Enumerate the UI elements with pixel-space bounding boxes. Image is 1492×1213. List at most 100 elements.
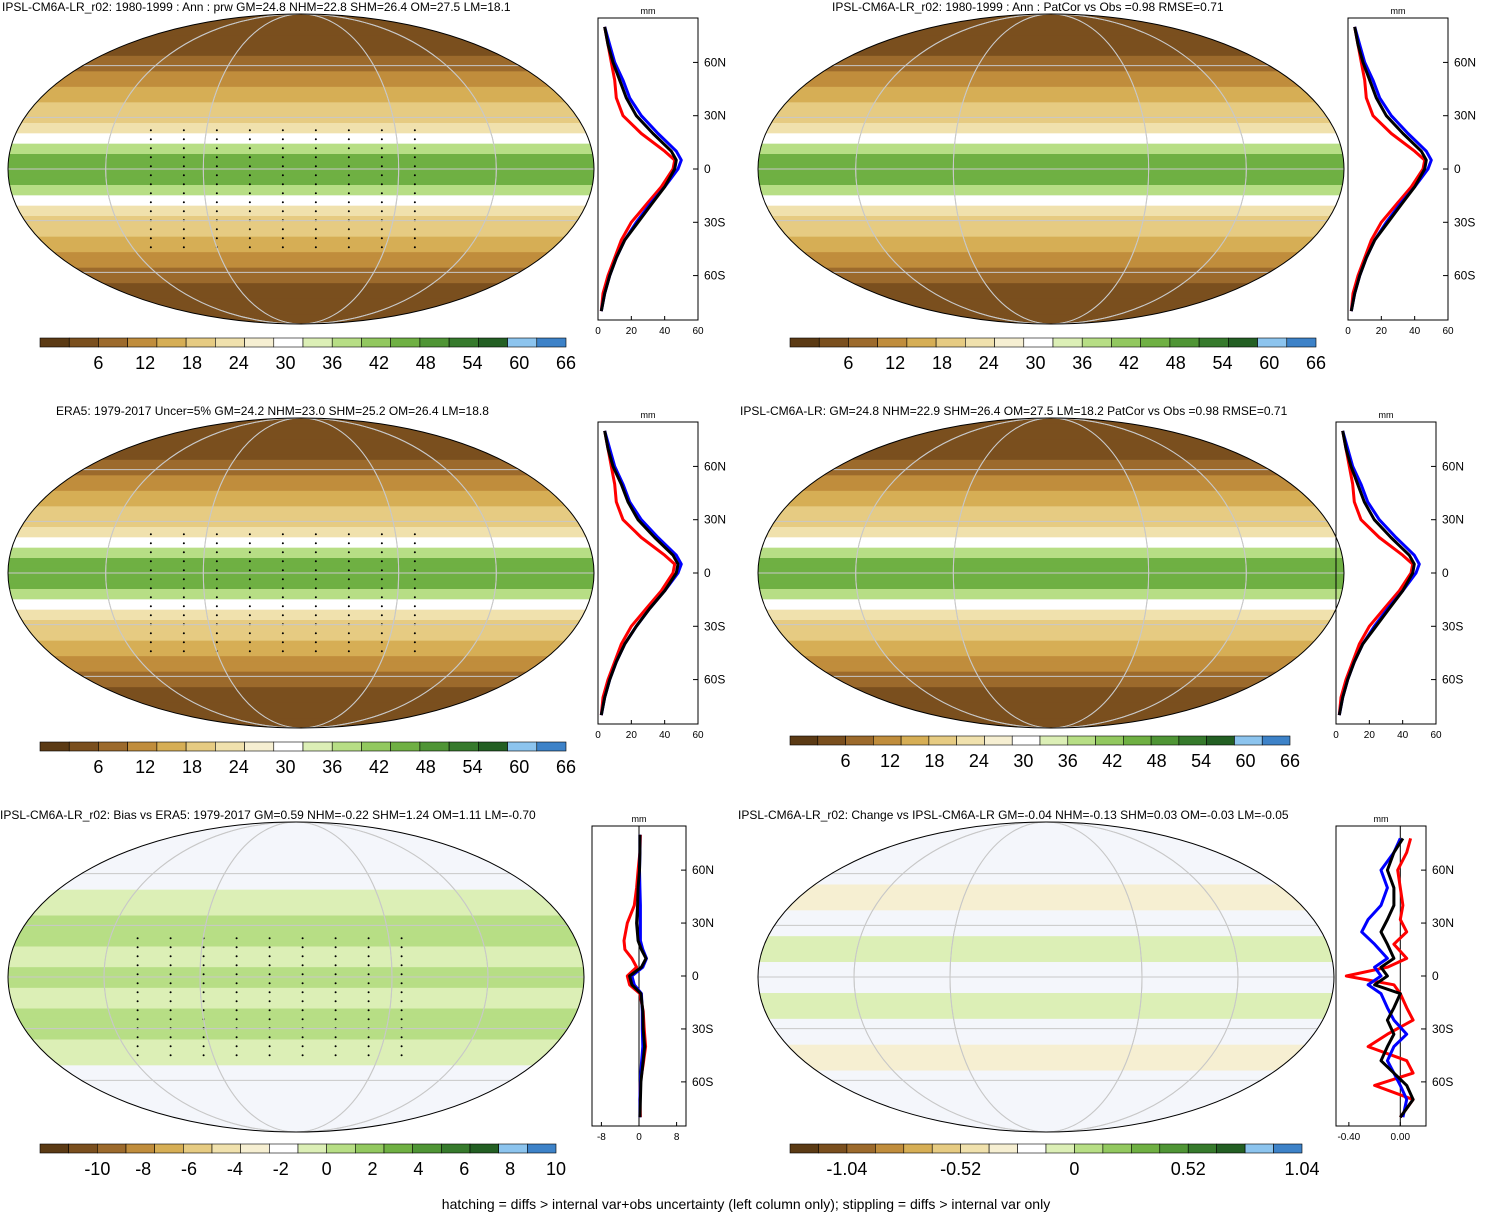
stipple-dot [301,1009,304,1012]
latitude-band [758,671,1344,677]
latitude-band [8,542,594,548]
stipple-dot [248,156,251,159]
stipple-dot [367,1036,370,1039]
latitude-band [8,536,594,543]
stipple-dot [281,228,284,231]
latitude-band [758,500,1344,507]
latitude-band [758,495,1344,502]
latitude-band [8,1013,584,1019]
latitude-band [8,827,584,833]
latitude-band [8,205,594,211]
latitude-band [8,1070,584,1076]
colorbar-label: 30 [1013,751,1033,771]
stipple-dot [334,991,337,994]
latitude-band [8,1106,584,1112]
stipple-dot [281,183,284,186]
stipple-dot [149,147,152,150]
latitude-band [758,480,1344,486]
latitude-band [758,884,1334,890]
colorbar-box [1169,337,1200,348]
stipple-dot [314,129,317,132]
colorbar-label: 30 [1025,353,1045,373]
stipple-dot [182,542,185,545]
stipple-dot [149,578,152,581]
zonal-series-line [1337,430,1415,716]
stipple-dot [347,641,350,644]
colorbar-box [1216,1143,1246,1154]
y-tick-label: 60N [704,459,726,473]
latitude-band [8,132,594,139]
stipple-dot [149,246,152,249]
stipple-dot [380,587,383,590]
latitude-band [758,464,1344,471]
latitude-band [8,1116,584,1123]
latitude-band [8,977,584,983]
colorbar-label: 42 [369,353,389,373]
colorbar-box [1017,1143,1047,1154]
latitude-band [8,619,594,626]
stipple-dot [281,147,284,150]
stipple-dot [314,533,317,536]
stipple-dot [149,183,152,186]
stipple-dot [202,982,205,985]
colorbar-box [273,741,304,752]
latitude-band [8,925,584,931]
latitude-band [8,500,594,507]
stipple-dot [347,650,350,653]
latitude-band [758,536,1344,543]
stipple-dot [281,578,284,581]
latitude-band [758,55,1344,61]
stipple-dot [314,542,317,545]
stipple-dot [215,551,218,554]
latitude-band [758,205,1344,211]
latitude-band [8,287,594,294]
latitude-band [8,635,594,641]
meridian-line [105,14,497,324]
colorbar-label: 12 [880,751,900,771]
stipple-dot [367,937,370,940]
latitude-band [758,65,1344,72]
latitude-band [758,81,1344,87]
colorbar-box [331,337,362,348]
stipple-dot [413,587,416,590]
stipple-dot [215,210,218,213]
latitude-band [8,34,594,41]
stipple-dot [149,533,152,536]
stipple-dot [301,991,304,994]
latitude-band [758,14,1344,20]
stipple-dot [149,569,152,572]
x-tick-label: 20 [1376,326,1388,337]
colorbar-box [127,741,158,752]
y-tick-label: 60N [692,863,714,877]
latitude-band [8,920,584,926]
stipple-dot [380,228,383,231]
latitude-band [8,65,594,72]
latitude-band [758,925,1334,931]
latitude-band [758,894,1334,900]
latitude-band [8,1033,584,1040]
latitude-band [758,1008,1334,1014]
latitude-band [758,418,1344,424]
latitude-band [758,163,1344,170]
latitude-band [758,935,1334,942]
colorbar-box [1023,337,1054,348]
stipple-dot [169,1009,172,1012]
stipple-dot [334,1009,337,1012]
latitude-band [8,1059,584,1066]
latitude-band [758,179,1344,185]
stipple-dot [169,1036,172,1039]
latitude-band [758,443,1344,450]
colorbar-box [789,337,820,348]
latitude-band [8,101,594,108]
latitude-band [8,81,594,87]
stipple-dot [281,533,284,536]
y-tick-label: 30S [1442,619,1463,633]
stipple-dot [347,614,350,617]
latitude-band [758,542,1344,548]
latitude-band [758,915,1334,921]
colorbar-label: 6 [841,751,851,771]
stipple-dot [248,174,251,177]
colorbar-box [1150,735,1180,746]
stipple-dot [380,650,383,653]
latitude-band [758,562,1344,569]
